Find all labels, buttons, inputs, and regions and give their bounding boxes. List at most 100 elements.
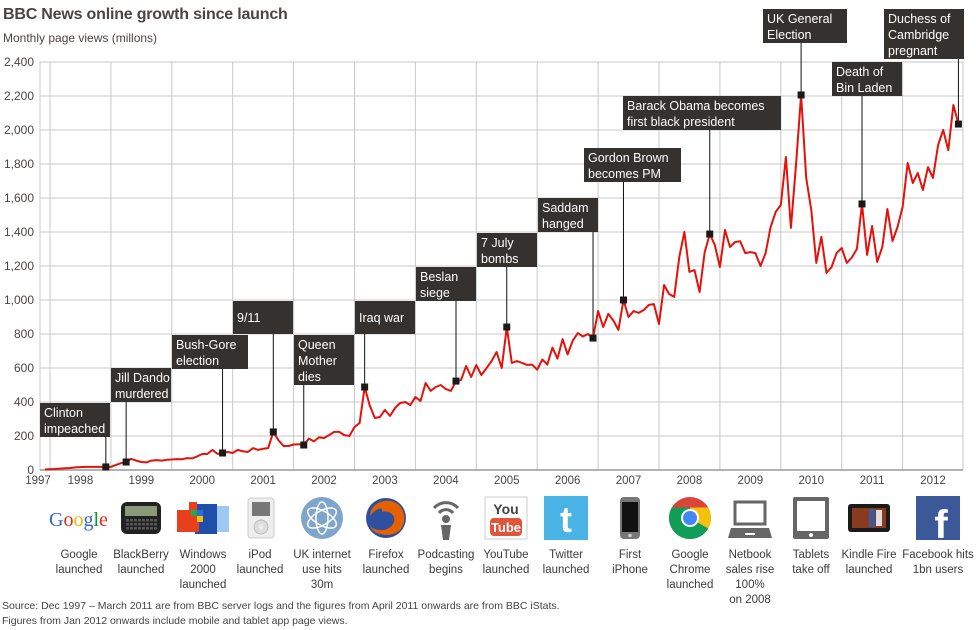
annotation-label: Cambridge [888,28,949,42]
annotation-label: murdered [115,387,169,401]
milestone-caption-line: sales rise [725,564,775,576]
x-tick-label: 2012 [920,475,946,487]
milestone-caption: iPod launched [220,548,300,578]
annotation-box [884,9,964,59]
milestone-caption-line: UK internet [293,549,351,561]
annotation-box [623,96,781,130]
milestone-caption: Firefox launched [346,548,426,578]
svg-text:f: f [934,503,948,540]
milestone-caption-line: Chrome [669,564,711,576]
annotation: 9/11 [233,301,293,432]
annotation-marker [954,120,962,128]
milestone-caption-line: 2000 [190,564,216,576]
x-tick-label: 2002 [311,475,337,487]
annotation-box [584,148,681,182]
annotation-box [294,335,354,385]
source-note-line-1: Source: Dec 1997 – March 2011 are from B… [2,600,560,612]
annotation-box [538,198,598,232]
milestone-caption: Kindle Fire launched [829,548,909,578]
series-layer [44,94,960,471]
annotation-label: 9/11 [237,311,260,325]
annotation-marker [706,230,714,238]
youtube-logo-icon: You Tube [484,496,528,540]
milestone-caption-line: begins [429,564,463,576]
ipod-icon [238,496,282,540]
youtube-wordmark-top: You [493,501,518,517]
annotation-marker [269,428,277,436]
annotation: Bush-Gore election [172,335,248,453]
annotation: 7 July bombs [477,233,537,328]
annotation: Queen Mother dies [294,335,354,446]
annotation-box [832,62,902,96]
milestone-caption-line: launched [55,564,103,576]
x-tick-label: 2000 [189,475,215,487]
annotation: Clinton impeached [40,403,110,467]
annotation-label: pregnant [888,44,938,58]
milestone-caption: Tablets take off [771,548,851,578]
milestone-caption: Twitter launched [526,548,606,578]
blackberry-icon [119,496,163,540]
annotation: Saddam hanged [538,198,598,339]
annotation-label: UK General [767,12,832,26]
milestone-caption-line: Firefox [368,549,404,561]
annotation-marker [858,200,866,208]
annotation-box [40,403,110,437]
iphone-icon [608,496,652,540]
y-axis-label: Monthly page views (millons) [3,31,158,45]
milestone-caption: YouTube launched [466,548,546,578]
milestone-caption-line: 100% [735,579,765,591]
y-tick-label: 1,600 [4,191,34,205]
annotation-label: Beslan [420,270,458,284]
y-tick-label: 1,800 [4,157,34,171]
youtube-wordmark-bottom: Tube [491,520,521,535]
milestone-caption-line: Kindle Fire [841,549,897,561]
chart-title: BBC News online growth since launch [3,6,288,23]
annotation-label: Bush-Gore [176,338,236,352]
annotation: Death of Bin Laden [832,62,902,204]
milestone-caption-line: 30m [310,579,334,591]
y-tick-label: 1,000 [4,293,34,307]
y-axis: 0 200 400 600 800 1,000 1,200 1,400 1,600 1,800 2,… [4,55,34,477]
annotation: UK General Election [763,9,847,95]
google-logo-icon: Google [49,496,108,540]
milestone-caption: Facebook hits 1bn users [898,548,976,578]
annotation-label: Death of [836,65,884,79]
milestone-caption-line: on 2008 [729,594,771,606]
annotation-label: election [176,354,219,368]
annotation-label: Election [767,28,812,42]
annotation-label: bombs [481,252,519,266]
annotation-box [233,301,293,334]
podcast-icon [424,496,468,540]
annotation-marker [797,91,805,99]
milestone-caption-line: 1bn users [912,564,964,576]
annotation-marker [361,383,369,391]
annotation-label: Mother [298,354,337,368]
annotation-label: dies [298,370,321,384]
series-line [44,94,960,471]
y-tick-label: 1,400 [4,225,34,239]
milestone-caption-line: Netbook [728,549,772,561]
y-tick-label: 800 [14,327,34,341]
milestone-caption: Windows 2000 launched [163,548,243,593]
globe-icon [300,496,344,540]
annotation-marker [122,458,130,466]
milestone-caption: BlackBerry launched [101,548,181,578]
milestone-caption-line: iPod [248,549,272,561]
x-tick-label: 2006 [555,475,581,487]
annotation-box [763,9,847,43]
annotation: Barack Obama becomes first black presiden… [623,96,781,235]
milestone-caption-line: Tablets [792,549,830,561]
annotation-markers [102,91,962,471]
annotation-marker [300,441,308,449]
y-tick-label: 400 [14,395,34,409]
x-axis: 1997 1998 1999 2000 2001 2002 2003 2004 2005 2006… [25,475,946,487]
y-tick-label: 1,200 [4,259,34,273]
x-tick-label: 1997 [25,475,51,487]
x-tick-label: 2001 [250,475,276,487]
svg-text:Google: Google [49,509,108,531]
milestone-caption-line: launched [179,579,227,591]
kindle-fire-icon [847,496,891,540]
annotation-label: first black president [627,115,735,129]
annotation-marker [452,377,460,385]
annotation-box [355,301,415,334]
